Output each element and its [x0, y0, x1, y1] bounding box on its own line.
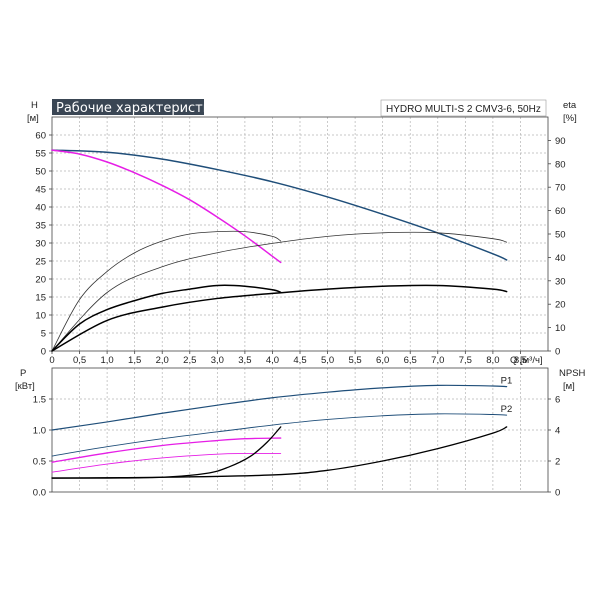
top-x-tick-label: 7,5 [459, 355, 472, 366]
bottom-series-3 [51, 453, 282, 473]
top-x-tick-label: 4,0 [266, 355, 279, 366]
bottom-series-label-p1: P1 [501, 376, 513, 387]
top-x-tick-label: 5,5 [349, 355, 362, 366]
top-right-tick-label: 40 [555, 253, 566, 264]
top-left-tick-label: 20 [35, 275, 46, 286]
top-x-tick-label: 6,0 [376, 355, 389, 366]
top-x-tick-label: 1,0 [101, 355, 114, 366]
model-label: HYDRO MULTI-S 2 CMV3-6, 50Hz [386, 104, 541, 115]
top-x-tick-label: 6,5 [404, 355, 417, 366]
bottom-right-axis-unit: [м] [563, 381, 575, 392]
chart-title-box [52, 99, 204, 115]
top-left-axis-label: H [31, 100, 38, 111]
top-right-tick-label: 0 [555, 347, 560, 358]
bottom-right-tick-label: 4 [555, 426, 560, 437]
bottom-series-4 [51, 426, 282, 479]
top-x-tick-label: 2,0 [156, 355, 169, 366]
model-label-box [380, 99, 547, 117]
top-left-tick-label: 10 [35, 311, 46, 322]
top-left-tick-label: 55 [35, 149, 46, 160]
top-right-tick-label: 50 [555, 230, 566, 241]
top-x-tick-label: 2,5 [183, 355, 196, 366]
x-axis-label: Q [510, 355, 517, 366]
top-x-tick-label: 3,0 [211, 355, 224, 366]
top-left-tick-label: 35 [35, 221, 46, 232]
top-left-tick-label: 25 [35, 257, 46, 268]
bottom-left-tick-label: 0.0 [33, 488, 46, 499]
top-left-tick-label: 30 [35, 239, 46, 250]
top-series-3 [51, 231, 508, 352]
top-left-tick-label: 50 [35, 167, 46, 178]
bottom-series-5 [51, 426, 508, 479]
top-right-tick-label: 30 [555, 276, 566, 287]
bottom-left-tick-label: 0.5 [33, 457, 46, 468]
top-series-2 [51, 230, 282, 352]
top-right-tick-label: 60 [555, 206, 566, 217]
top-left-tick-label: 15 [35, 293, 46, 304]
top-left-tick-label: 5 [41, 329, 46, 340]
top-x-tick-label: 7,0 [431, 355, 444, 366]
top-x-tick-label: 0,5 [73, 355, 86, 366]
head-efficiency-panel: 0 5 10 15 20 25 30 35 40 45 50 55 60 0 10 20 30 40 50 60 70 8… [35, 116, 566, 366]
top-x-tick-label: 8,0 [486, 355, 499, 366]
bottom-left-tick-label: 1.0 [33, 426, 46, 437]
top-left-tick-label: 45 [35, 185, 46, 196]
top-left-tick-label: 60 [35, 131, 46, 142]
top-series-1 [51, 149, 282, 264]
top-x-tick-label: 8,5 [514, 355, 527, 366]
top-right-axis-label: eta [563, 100, 577, 111]
top-left-axis-unit: [м] [27, 113, 39, 124]
top-right-axis-unit: [%] [563, 113, 577, 124]
x-axis-unit: [м³/ч] [520, 355, 543, 366]
bottom-right-tick-label: 6 [555, 395, 560, 406]
bottom-series-label-p2: P2 [501, 404, 513, 415]
bottom-series-2 [51, 437, 282, 463]
top-x-tick-label: 1,5 [128, 355, 141, 366]
top-series-5 [51, 284, 508, 352]
bottom-left-tick-label: 1.5 [33, 395, 46, 406]
top-series-4 [51, 284, 282, 352]
bottom-series-p2 [51, 413, 508, 457]
top-x-tick-label: 3,5 [238, 355, 251, 366]
top-x-tick-label: 5,0 [321, 355, 334, 366]
top-left-tick-label: 40 [35, 203, 46, 214]
bottom-right-tick-label: 2 [555, 457, 560, 468]
bottom-left-axis-unit: [кВт] [15, 381, 35, 392]
top-x-tick-label: 0 [49, 355, 54, 366]
top-right-tick-label: 90 [555, 136, 566, 147]
bottom-series-p1 [51, 384, 508, 431]
bottom-right-axis-label: NPSH [559, 368, 586, 379]
bottom-right-tick-label: 0 [555, 488, 560, 499]
top-left-tick-label: 0 [41, 347, 46, 358]
top-right-tick-label: 70 [555, 183, 566, 194]
bottom-left-axis-label: P [20, 368, 26, 379]
top-x-tick-label: 4,5 [293, 355, 306, 366]
top-series-0 [51, 149, 508, 261]
top-right-tick-label: 80 [555, 159, 566, 170]
chart-title: Рабочие характеристики [56, 101, 228, 116]
top-right-tick-label: 20 [555, 300, 566, 311]
top-right-tick-label: 10 [555, 323, 566, 334]
power-npsh-panel: 0.0 0.5 1.0 1.5 0 2 4 6 P1 P2 [33, 367, 560, 499]
